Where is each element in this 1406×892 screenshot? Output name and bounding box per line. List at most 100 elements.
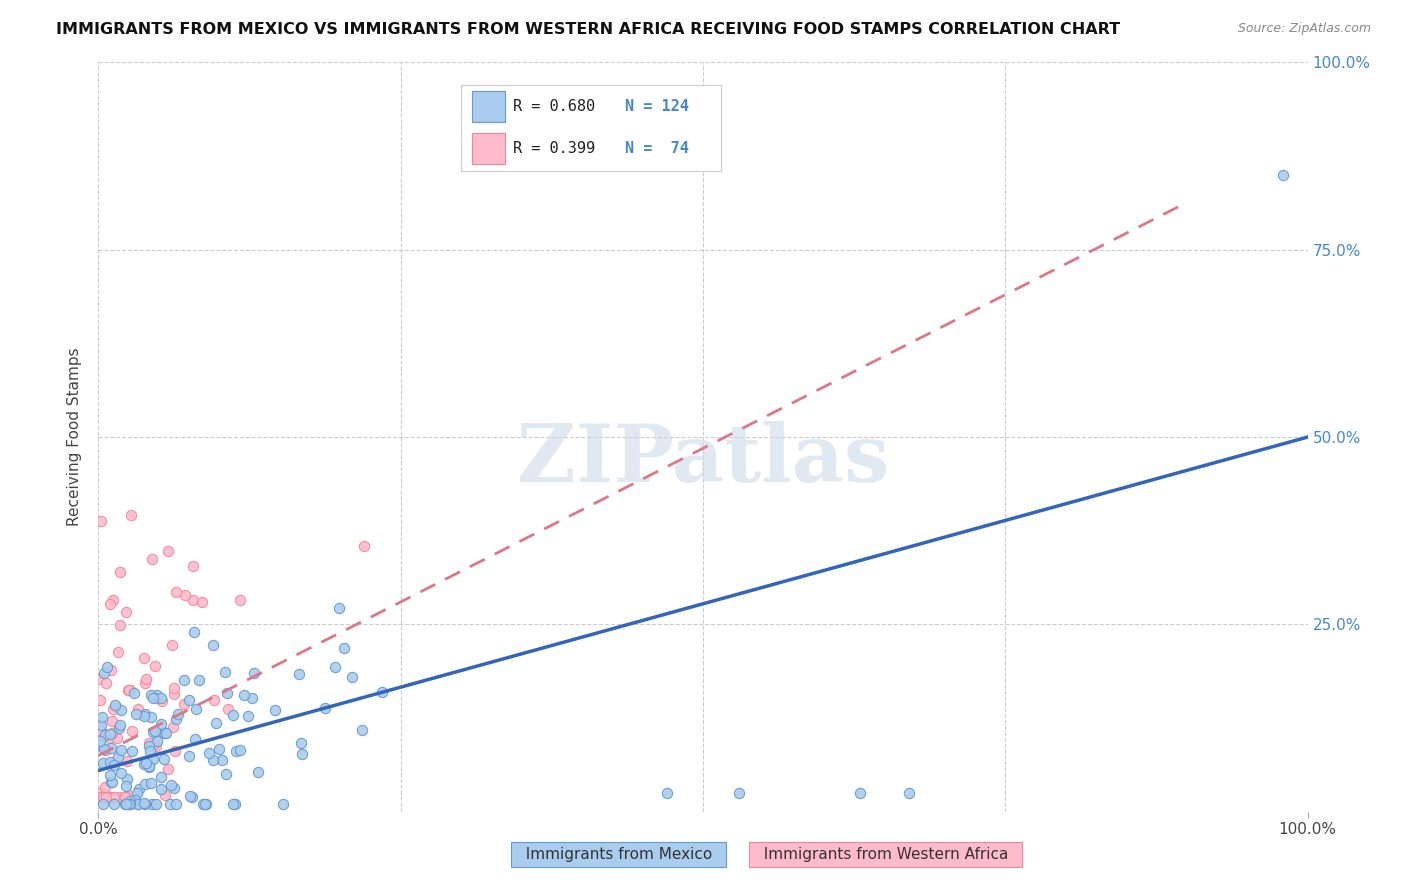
Point bbox=[225, 744, 247, 758]
Point bbox=[101, 726, 124, 740]
Point bbox=[157, 762, 180, 776]
Point bbox=[110, 703, 132, 717]
Point bbox=[222, 797, 245, 812]
Point bbox=[93, 742, 115, 756]
Point bbox=[145, 797, 167, 812]
Point bbox=[91, 756, 114, 771]
Point bbox=[94, 728, 117, 742]
Point bbox=[97, 789, 120, 804]
Point bbox=[142, 724, 165, 739]
Point bbox=[163, 781, 186, 796]
Point bbox=[100, 663, 122, 677]
Point bbox=[229, 593, 252, 607]
Point bbox=[98, 727, 121, 741]
Point bbox=[165, 797, 187, 812]
Point bbox=[194, 797, 217, 812]
Point bbox=[150, 694, 173, 708]
Point bbox=[114, 779, 136, 793]
Point bbox=[120, 797, 142, 812]
Point bbox=[115, 772, 138, 787]
Point bbox=[328, 601, 350, 615]
Point bbox=[350, 723, 373, 737]
Point bbox=[135, 756, 157, 770]
Point bbox=[107, 749, 129, 764]
Point bbox=[90, 514, 112, 528]
Point bbox=[728, 786, 751, 800]
Point bbox=[181, 790, 204, 805]
Point bbox=[233, 688, 256, 702]
Point bbox=[91, 789, 114, 804]
Point bbox=[371, 685, 394, 699]
Point bbox=[143, 658, 166, 673]
Point bbox=[118, 797, 141, 812]
Point bbox=[89, 738, 111, 752]
Point bbox=[174, 588, 197, 602]
Point bbox=[222, 707, 245, 722]
Point bbox=[271, 797, 294, 812]
Point bbox=[179, 693, 201, 707]
Point bbox=[108, 718, 131, 732]
Point bbox=[91, 789, 114, 804]
Point bbox=[162, 720, 184, 734]
Point bbox=[211, 753, 233, 767]
Point bbox=[98, 768, 121, 782]
Point bbox=[141, 751, 163, 765]
Point bbox=[243, 665, 266, 680]
Point bbox=[110, 765, 132, 780]
Point bbox=[181, 558, 204, 573]
Point bbox=[98, 731, 121, 746]
Text: Source: ZipAtlas.com: Source: ZipAtlas.com bbox=[1237, 22, 1371, 36]
Point bbox=[229, 743, 252, 757]
Point bbox=[202, 753, 225, 767]
Point bbox=[166, 706, 188, 721]
Point bbox=[132, 708, 155, 723]
Point bbox=[89, 789, 111, 804]
Point bbox=[97, 728, 120, 742]
Point bbox=[849, 786, 872, 800]
Point bbox=[132, 651, 155, 665]
Point bbox=[132, 757, 155, 772]
Point bbox=[117, 788, 139, 802]
Point bbox=[153, 751, 176, 765]
Point bbox=[201, 638, 224, 652]
Point bbox=[127, 797, 149, 812]
Point bbox=[291, 747, 314, 762]
Point bbox=[94, 742, 117, 756]
Point bbox=[104, 698, 127, 712]
Point bbox=[655, 786, 678, 800]
Point bbox=[134, 797, 156, 812]
Point bbox=[236, 708, 259, 723]
Point bbox=[314, 700, 336, 714]
Point bbox=[118, 797, 141, 812]
Point bbox=[118, 683, 141, 698]
Point bbox=[108, 617, 131, 632]
Point bbox=[142, 691, 165, 706]
Point bbox=[103, 797, 125, 812]
Point bbox=[120, 508, 142, 522]
Point bbox=[145, 739, 167, 753]
Point bbox=[107, 721, 129, 735]
Point bbox=[323, 660, 346, 674]
Point bbox=[264, 703, 287, 717]
Text: Immigrants from Western Africa: Immigrants from Western Africa bbox=[754, 847, 1018, 862]
Point bbox=[94, 676, 117, 690]
Point bbox=[224, 797, 246, 812]
Point bbox=[188, 673, 211, 688]
Point bbox=[159, 778, 181, 792]
Point bbox=[115, 789, 138, 804]
Point bbox=[290, 735, 312, 749]
Point bbox=[153, 726, 176, 740]
Point bbox=[141, 797, 163, 812]
Point bbox=[89, 789, 111, 804]
Point bbox=[138, 760, 160, 774]
Point bbox=[96, 660, 118, 674]
Point bbox=[98, 597, 121, 611]
Point bbox=[93, 666, 115, 681]
Point bbox=[165, 713, 187, 727]
Point bbox=[217, 686, 239, 700]
Point bbox=[340, 670, 363, 684]
Point bbox=[191, 797, 214, 812]
Point bbox=[118, 794, 141, 808]
Point bbox=[163, 744, 186, 758]
Point bbox=[98, 789, 121, 804]
